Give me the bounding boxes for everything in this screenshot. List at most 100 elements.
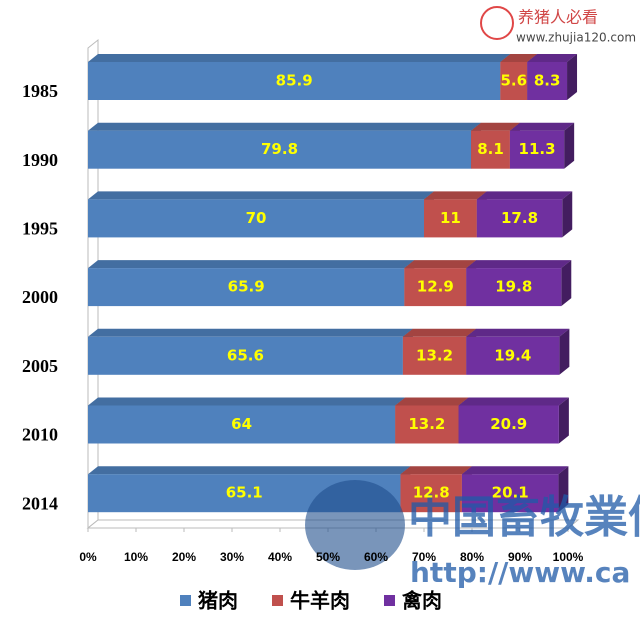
bar xyxy=(466,268,562,307)
y-tick-label: 1995 xyxy=(22,219,58,239)
x-tick-label: 60% xyxy=(364,550,388,564)
value-label: 8.3 xyxy=(534,72,561,90)
value-label: 79.8 xyxy=(261,140,298,158)
bar xyxy=(404,268,467,307)
bar xyxy=(466,336,560,375)
y-tick-label: 2010 xyxy=(22,425,58,445)
value-label: 70 xyxy=(246,209,267,227)
value-label: 65.1 xyxy=(226,484,263,502)
value-label: 12.9 xyxy=(417,278,454,296)
bar-top xyxy=(88,397,406,406)
bar-top xyxy=(88,328,413,337)
watermark-logo xyxy=(305,480,405,570)
watermark-text: 养猪人必看 xyxy=(518,8,598,27)
legend-swatch xyxy=(272,595,283,606)
bar xyxy=(424,199,477,238)
bar-top xyxy=(458,397,569,406)
value-label: 64 xyxy=(231,415,252,433)
legend-swatch xyxy=(384,595,395,606)
bar-top xyxy=(402,328,477,337)
x-tick-label: 90% xyxy=(508,550,532,564)
bar-side xyxy=(559,328,570,375)
bar-top xyxy=(527,54,578,62)
x-tick-label: 100% xyxy=(553,550,584,564)
x-tick-label: 70% xyxy=(412,550,436,564)
bar-top xyxy=(88,191,434,200)
legend-label: 猪肉 xyxy=(198,589,238,613)
bar-top xyxy=(466,328,570,337)
value-label: 12.8 xyxy=(413,484,450,502)
y-tick-label: 2005 xyxy=(22,356,58,376)
bar xyxy=(500,62,528,100)
x-tick-label: 50% xyxy=(316,550,340,564)
value-label: 17.8 xyxy=(501,209,538,227)
bar xyxy=(458,405,559,444)
bar-top xyxy=(400,466,472,475)
watermark-url: http://www.ca xyxy=(410,556,630,589)
watermark-text: 中国畜牧業信 xyxy=(408,492,640,543)
bar-side xyxy=(558,397,569,444)
value-label: 20.9 xyxy=(490,415,527,433)
x-tick-label: 80% xyxy=(460,550,484,564)
watermark-url: www.zhujia120.com xyxy=(516,31,636,45)
bar-top xyxy=(476,191,573,200)
bar xyxy=(461,474,559,513)
bar-side xyxy=(558,466,569,513)
bar-top xyxy=(88,466,411,475)
bar xyxy=(402,336,467,375)
x-tick-label: 30% xyxy=(220,550,244,564)
value-label: 19.4 xyxy=(494,346,531,364)
watermark: 养猪人必看 www.zhujia120.com xyxy=(480,6,636,45)
value-label: 20.1 xyxy=(492,484,529,502)
bar xyxy=(88,199,424,238)
bar xyxy=(476,199,563,238)
bar xyxy=(88,268,405,307)
bar-top xyxy=(509,122,575,131)
y-tick-label: 2000 xyxy=(22,287,58,307)
bar xyxy=(400,474,462,513)
value-label: 11.3 xyxy=(519,140,556,158)
bar xyxy=(88,130,472,169)
bar-side xyxy=(561,260,572,307)
bar-top xyxy=(424,191,487,200)
bar-top xyxy=(466,260,572,269)
bar xyxy=(509,130,565,169)
x-tick-label: 10% xyxy=(124,550,148,564)
bar-top xyxy=(500,54,538,62)
value-label: 5.6 xyxy=(500,72,527,90)
bar xyxy=(395,405,459,444)
watermark-logo xyxy=(480,6,514,40)
y-tick-label: 2014 xyxy=(22,493,58,513)
bar-top xyxy=(88,54,511,62)
bar xyxy=(527,62,568,100)
x-tick-label: 40% xyxy=(268,550,292,564)
bar-side xyxy=(564,122,575,169)
bar-side xyxy=(567,54,578,100)
legend-swatch xyxy=(180,595,191,606)
watermark: 中国畜牧業信 http://www.ca xyxy=(305,480,640,589)
bar xyxy=(471,130,510,169)
bar-top xyxy=(404,260,477,269)
bar xyxy=(88,336,403,375)
value-label: 19.8 xyxy=(495,278,532,296)
y-tick-label: 1990 xyxy=(22,150,58,170)
value-label: 11 xyxy=(440,209,461,227)
x-tick-label: 20% xyxy=(172,550,196,564)
value-label: 13.2 xyxy=(416,346,453,364)
bar xyxy=(88,405,396,444)
value-label: 8.1 xyxy=(477,140,504,158)
x-tick-label: 0% xyxy=(79,550,97,564)
value-label: 85.9 xyxy=(276,72,313,90)
value-label: 65.6 xyxy=(227,346,264,364)
value-label: 13.2 xyxy=(408,415,445,433)
bar-top xyxy=(471,122,520,131)
legend-label: 禽肉 xyxy=(401,589,442,613)
bar-top xyxy=(88,122,482,131)
y-tick-label: 1985 xyxy=(22,81,58,101)
legend-label: 牛羊肉 xyxy=(290,589,350,613)
bar xyxy=(88,62,501,100)
bar-side xyxy=(562,191,573,238)
bar-top xyxy=(88,260,415,269)
bar-top xyxy=(461,466,569,475)
